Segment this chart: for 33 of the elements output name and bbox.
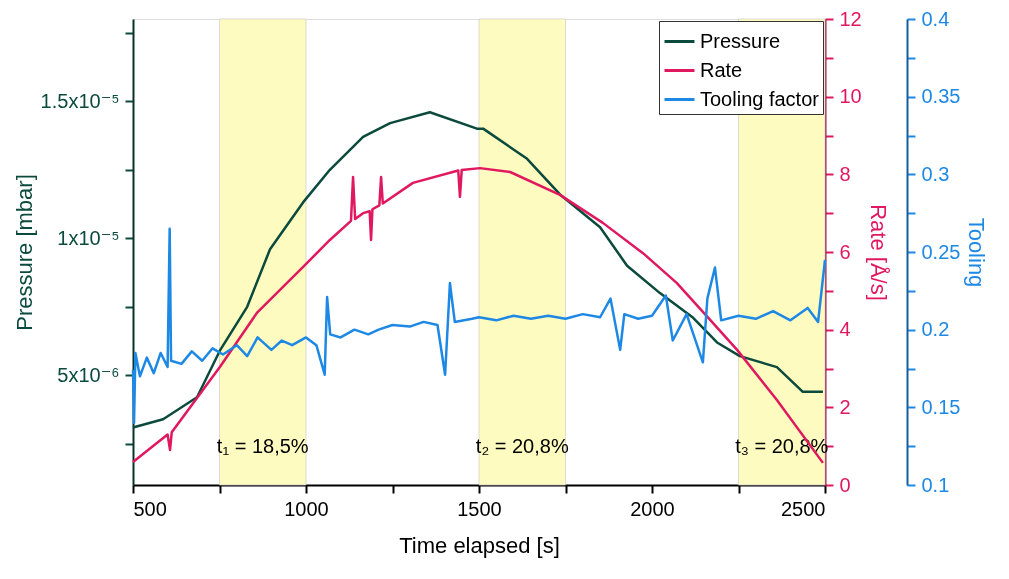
- band-label: t₂ = 20,8%: [475, 435, 569, 457]
- y2-axis-title: Rate [Å/s]: [865, 204, 891, 301]
- band-label: t₁ = 18,5%: [216, 435, 309, 457]
- y3-tick-label: 0.35: [921, 85, 961, 108]
- y2-tick-label: 8: [839, 162, 851, 185]
- legend-label: Rate: [700, 58, 743, 81]
- y2-tick-label: 0: [839, 473, 851, 496]
- x-tick-label: 1500: [457, 497, 502, 520]
- y3-tick-label: 0.15: [921, 395, 961, 418]
- line-series: [131, 227, 827, 425]
- y-axis-title: Pressure [mbar]: [11, 174, 37, 331]
- y3-tick-label: 0.25: [921, 240, 961, 263]
- y3-tick-label: 0.3: [921, 162, 950, 185]
- x-tick-label: 2500: [781, 497, 826, 520]
- y3-tick-label: 0.2: [921, 318, 950, 341]
- y2-tick-label: 12: [839, 7, 862, 30]
- y-tick-label: 5x10⁻⁶: [57, 363, 120, 386]
- y2-tick-label: 4: [839, 318, 851, 341]
- line-series: [131, 110, 825, 429]
- y3-tick-label: 0.1: [921, 473, 950, 496]
- y2-tick-label: 2: [839, 395, 851, 418]
- y2-tick-label: 10: [839, 85, 862, 108]
- x-axis-title: Time elapsed [s]: [399, 532, 560, 558]
- legend-label: Tooling factor: [700, 87, 820, 110]
- y3-tick-label: 0.4: [921, 7, 950, 30]
- y-tick-label: 1x10⁻⁵: [57, 226, 120, 249]
- x-tick-label: 2000: [630, 497, 675, 520]
- y3-axis-title: Tooling: [964, 217, 990, 288]
- y-tick-label: 1.5x10⁻⁵: [40, 89, 120, 112]
- legend-label: Pressure: [700, 29, 781, 52]
- x-tick-label: 500: [133, 497, 167, 520]
- y2-tick-label: 6: [839, 240, 851, 263]
- x-tick-label: 1000: [284, 497, 329, 520]
